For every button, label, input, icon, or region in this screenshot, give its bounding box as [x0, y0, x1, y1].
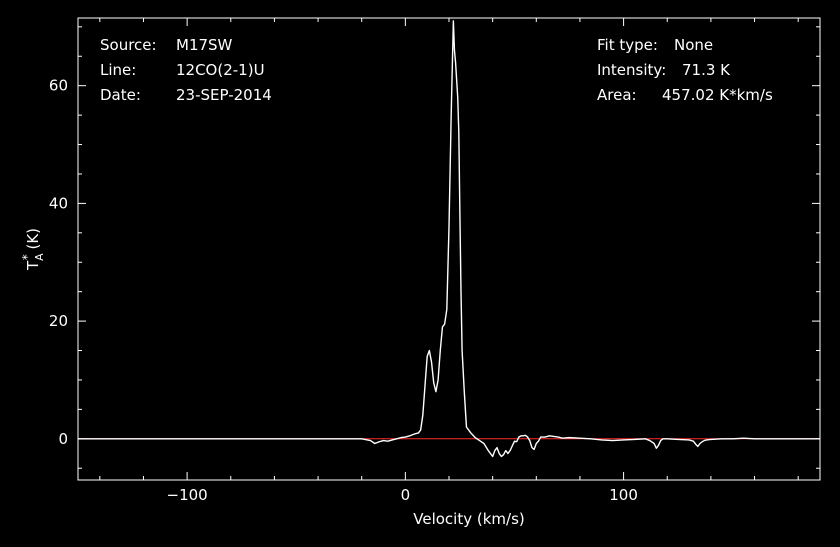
info-right-label: Area:	[597, 86, 637, 104]
info-left-value: 12CO(2-1)U	[176, 61, 265, 79]
info-panel: Source: M17SW Line: 12CO(2-1)U Date: 23-SEP-2…	[100, 36, 773, 104]
info-left-value: 23-SEP-2014	[176, 86, 272, 104]
plot-area	[78, 20, 820, 458]
y-tick-label: 40	[49, 194, 68, 212]
info-right-label: Fit type:	[597, 36, 658, 54]
y-axis-label: TA* (K)	[20, 228, 46, 271]
info-left-label: Date:	[100, 86, 141, 104]
info-left-value: M17SW	[176, 36, 233, 54]
info-left-label: Line:	[100, 61, 136, 79]
info-right-value: None	[674, 36, 713, 54]
y-tick-label: 20	[49, 312, 68, 330]
info-left-label: Source:	[100, 36, 157, 54]
x-tick-label: 100	[609, 486, 638, 504]
info-right-label: Intensity:	[597, 61, 666, 79]
spectrum-line-0	[78, 20, 820, 458]
y-tick-label: 0	[58, 430, 68, 448]
info-right-value: 71.3 K	[682, 61, 731, 79]
x-axis-label: Velocity (km/s)	[413, 510, 524, 528]
y-tick-label: 60	[49, 77, 68, 95]
x-tick-label: 0	[401, 486, 411, 504]
x-tick-label: −100	[167, 486, 208, 504]
info-right-value: 457.02 K*km/s	[662, 86, 773, 104]
axis-labels: −100 0 100 0 20 40 60 Velocity (km/s) TA* (K)	[20, 77, 638, 528]
